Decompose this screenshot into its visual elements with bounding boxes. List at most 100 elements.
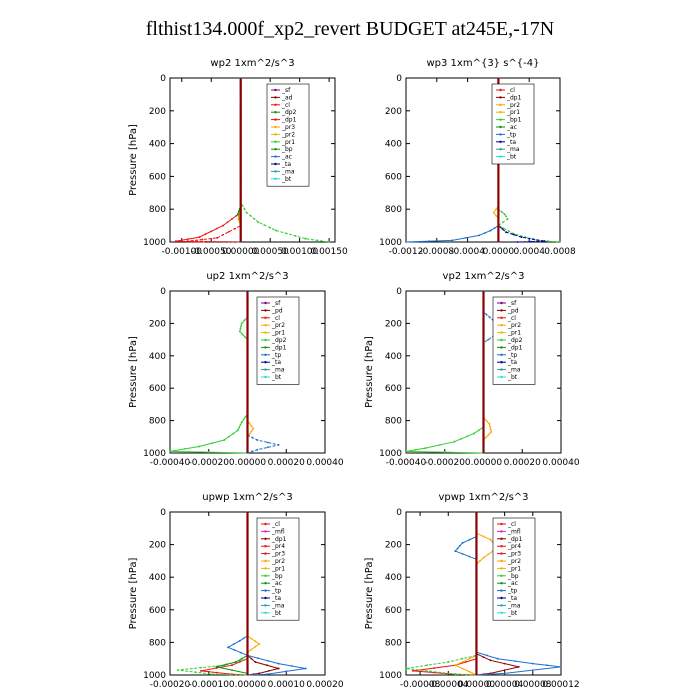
data-point: [227, 435, 230, 438]
data-point: [500, 210, 503, 213]
x-tick-label: 0.0008: [544, 247, 576, 257]
data-point: [248, 422, 251, 425]
legend-marker: [274, 125, 277, 129]
legend-marker: [264, 589, 267, 592]
legend-label: _dp1: [507, 344, 523, 351]
legend-label: _bp: [281, 146, 293, 153]
y-tick-label: 800: [149, 205, 166, 215]
y-tick-label: 1000: [143, 449, 166, 459]
data-point: [496, 657, 499, 660]
series-group: [405, 77, 561, 243]
data-point: [460, 438, 462, 440]
legend-marker: [500, 522, 503, 526]
legend-label: _tp: [507, 352, 517, 359]
data-point: [490, 431, 493, 433]
data-point: [256, 673, 259, 676]
x-tick-label: 0.00000: [222, 247, 259, 257]
legend-marker: [500, 537, 503, 540]
x-tick-label: -0.00008: [400, 680, 441, 690]
data-point: [242, 418, 245, 421]
data-point: [256, 439, 259, 441]
legend-marker: [499, 88, 502, 92]
data-point: [454, 550, 457, 552]
data-point: [486, 654, 488, 657]
data-point: [485, 419, 488, 422]
legend-label: _dp1: [281, 117, 297, 124]
data-point: [429, 670, 432, 673]
legend-label: _cl: [271, 315, 280, 322]
legend-marker: [264, 545, 267, 548]
legend-marker: [274, 140, 277, 143]
legend-marker: [500, 361, 503, 364]
data-point: [232, 432, 235, 435]
data-point: [250, 425, 253, 427]
data-point: [461, 542, 464, 544]
data-point: [257, 221, 260, 224]
data-point: [223, 439, 226, 441]
data-point: [215, 671, 218, 674]
y-tick-label: 1000: [143, 238, 166, 248]
data-point: [489, 673, 492, 676]
data-point: [216, 237, 219, 239]
data-point: [250, 657, 253, 660]
legend-marker: [264, 559, 267, 563]
data-point: [285, 670, 288, 673]
legend-marker: [264, 361, 267, 364]
data-point: [447, 661, 450, 663]
legend-label: _bt: [507, 610, 518, 617]
y-tick-label: 400: [385, 352, 402, 362]
legend-label: _tp: [506, 131, 516, 138]
data-point: [543, 240, 546, 243]
legend-label: _pr3: [281, 124, 295, 131]
y-tick-label: 200: [385, 107, 402, 117]
legend-marker: [274, 148, 277, 151]
data-point: [248, 433, 251, 435]
x-tick-label: 0.00050: [252, 247, 289, 257]
legend-marker: [264, 530, 267, 533]
series-line-dp1: [187, 78, 242, 243]
data-point: [547, 240, 550, 243]
series-line-dp2: [169, 291, 248, 454]
data-point: [294, 235, 297, 237]
data-point: [461, 657, 464, 660]
legend-marker: [264, 567, 267, 570]
legend-label: _pr1: [507, 565, 521, 572]
data-point: [237, 210, 240, 213]
series-line-cl: [175, 78, 242, 243]
y-tick-label: 200: [385, 541, 402, 551]
legend-marker: [500, 559, 503, 563]
data-point: [489, 229, 492, 232]
y-axis-label: Pressure [hPa]: [128, 336, 139, 408]
legend-label: _cl: [506, 87, 515, 94]
panel-title: wp2 1xm^2/s^3: [210, 58, 294, 69]
y-tick-label: 800: [149, 638, 166, 648]
data-point: [304, 667, 307, 670]
data-point: [254, 661, 257, 663]
data-point: [233, 649, 236, 651]
x-tick-label: -0.00020: [150, 680, 191, 690]
y-tick-label: 400: [385, 573, 402, 583]
data-point: [468, 657, 471, 660]
data-point: [428, 240, 430, 243]
x-tick-label: -0.0012: [389, 247, 424, 257]
series-line-dp2: [405, 291, 484, 454]
data-point: [252, 427, 255, 430]
legend-marker: [499, 133, 502, 136]
data-point: [461, 661, 464, 663]
data-point: [495, 208, 497, 211]
legend: _sf_pd_cl_pr2_pr1_dp2_dp1_tp_ta_ma_bt: [492, 296, 536, 385]
data-point: [489, 538, 492, 541]
data-point: [482, 556, 485, 559]
series-line-ac: [216, 512, 248, 675]
data-point: [169, 450, 171, 453]
data-point: [198, 445, 201, 448]
legend-label: _sf: [271, 300, 281, 307]
data-point: [414, 448, 417, 451]
data-point: [488, 422, 491, 425]
chart-panel-4: vp2 1xm^2/s^3 Pressure [hPa] 0 200 400 600 800…: [364, 271, 580, 468]
legend-label: _pr3: [271, 551, 285, 558]
data-point: [229, 673, 232, 676]
legend-label: _pd: [507, 307, 519, 314]
legend: _cl_dp1_pr2_pr1_bp1_ac_tp_ta_ma_bt: [491, 83, 535, 165]
y-tick-label: 800: [149, 417, 166, 427]
